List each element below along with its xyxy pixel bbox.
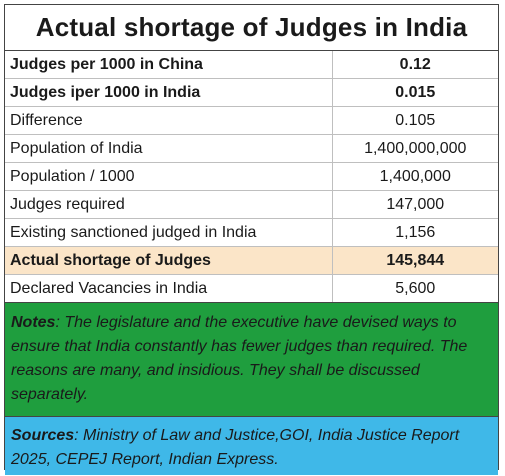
sources-text: : Ministry of Law and Justice,GOI, India… (11, 427, 460, 468)
table-row: Judges required 147,000 (5, 190, 498, 219)
row-value: 1,156 (332, 218, 498, 247)
sources-lead: Sources (11, 427, 75, 444)
row-value: 1,400,000 (332, 162, 498, 191)
table-row: Existing sanctioned judged in India 1,15… (5, 218, 498, 247)
row-value: 145,844 (332, 246, 498, 275)
notes-text: : The legislature and the executive have… (11, 314, 468, 403)
row-value: 0.015 (332, 78, 498, 107)
shortage-table: Judges per 1000 in China 0.12 Judges ipe… (5, 51, 498, 303)
row-label: Population / 1000 (5, 162, 333, 191)
row-value: 0.105 (332, 106, 498, 135)
row-label: Judges required (5, 190, 333, 219)
table-row: Population / 1000 1,400,000 (5, 162, 498, 191)
sources-box: Sources: Ministry of Law and Justice,GOI… (5, 417, 498, 475)
row-label: Difference (5, 106, 333, 135)
table-row: Judges iper 1000 in India 0.015 (5, 78, 498, 107)
table-row: Judges per 1000 in China 0.12 (5, 51, 498, 79)
row-label: Population of India (5, 134, 333, 163)
table-row: Population of India 1,400,000,000 (5, 134, 498, 163)
notes-lead: Notes (11, 314, 56, 331)
table-row-highlight: Actual shortage of Judges 145,844 (5, 246, 498, 275)
row-label: Existing sanctioned judged in India (5, 218, 333, 247)
row-label: Judges per 1000 in China (5, 51, 333, 79)
row-value: 5,600 (332, 274, 498, 303)
row-value: 1,400,000,000 (332, 134, 498, 163)
judges-shortage-card: Actual shortage of Judges in India Judge… (4, 4, 499, 475)
table-row: Declared Vacancies in India 5,600 (5, 274, 498, 303)
row-label: Judges iper 1000 in India (5, 78, 333, 107)
card-title: Actual shortage of Judges in India (5, 5, 498, 51)
notes-box: Notes: The legislature and the executive… (5, 303, 498, 417)
row-label: Declared Vacancies in India (5, 274, 333, 303)
row-value: 0.12 (332, 51, 498, 79)
table-row: Difference 0.105 (5, 106, 498, 135)
row-value: 147,000 (332, 190, 498, 219)
row-label: Actual shortage of Judges (5, 246, 333, 275)
